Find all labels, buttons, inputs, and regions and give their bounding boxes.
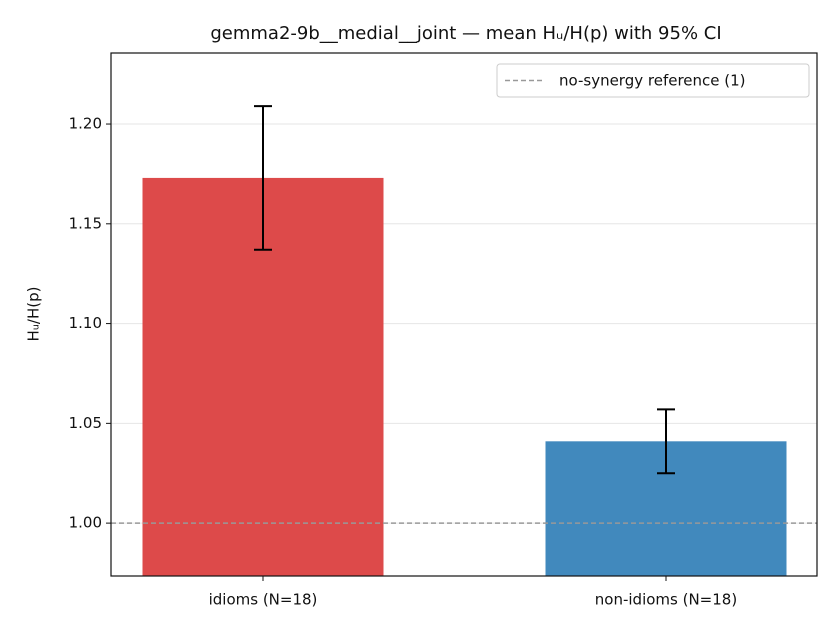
chart-title: gemma2-9b__medial__joint — mean Hᵤ/H(p) …	[210, 23, 721, 44]
legend-box	[496, 63, 810, 98]
y-tick-label: 1.15	[69, 214, 102, 232]
x-tick-label: idioms (N=18)	[209, 591, 318, 609]
y-axis-label: Hᵤ/H(p)	[25, 287, 43, 342]
y-tick-label: 1.10	[69, 314, 102, 332]
y-tick-label: 1.05	[69, 414, 102, 432]
y-tick-label: 1.00	[69, 514, 102, 532]
y-tick-label: 1.20	[69, 115, 102, 133]
x-tick-label: non-idioms (N=18)	[595, 591, 737, 609]
legend-label: no-synergy reference (1)	[559, 72, 746, 90]
plot-frame	[110, 52, 818, 577]
